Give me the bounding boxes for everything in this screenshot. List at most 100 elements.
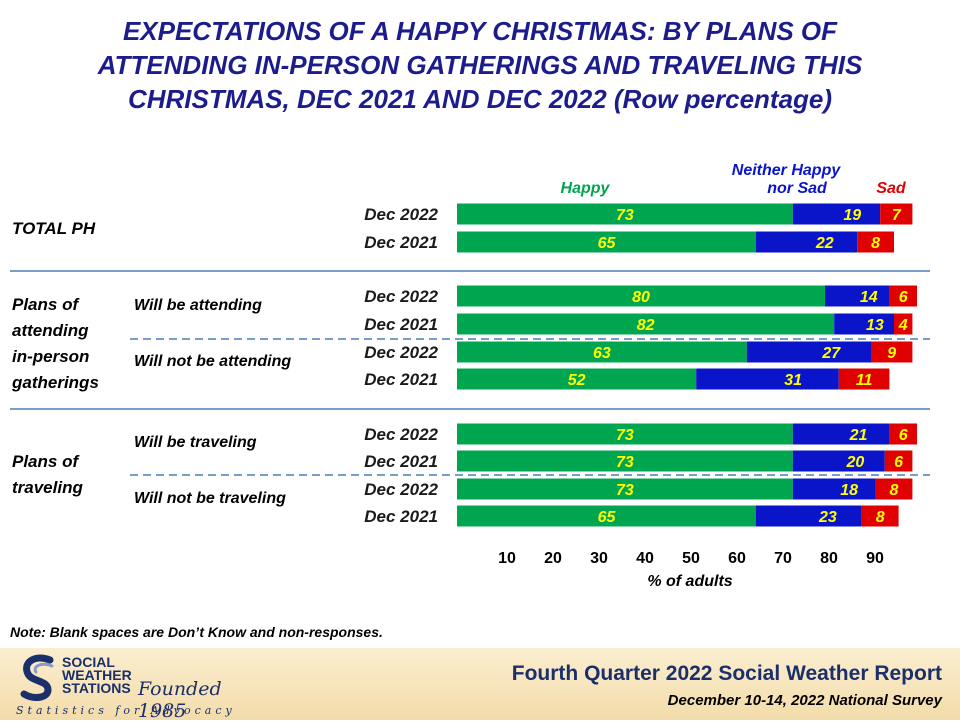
bar-segment-sad (838, 368, 890, 390)
x-axis-label: % of adults (647, 573, 732, 590)
bar-value-label: 27 (821, 345, 841, 362)
bar-value-label: 65 (598, 235, 617, 252)
row-label: Dec 2021 (364, 507, 438, 526)
x-tick-label: 20 (544, 550, 562, 567)
row-label: Dec 2022 (364, 480, 438, 499)
bar-segment-neither (746, 341, 871, 363)
x-tick-label: 60 (728, 550, 746, 567)
bar-segment-neither (825, 285, 890, 307)
bar-value-label: 13 (866, 317, 884, 334)
bar-value-label: 9 (887, 345, 896, 362)
group-label: attending (12, 321, 89, 340)
bar-segment-sad (884, 450, 913, 472)
row-label: Dec 2021 (364, 233, 438, 252)
row-label: Dec 2022 (364, 343, 438, 362)
bar-value-label: 19 (843, 207, 861, 224)
subgroup-label: Will be attending (134, 297, 262, 314)
bar-value-label: 18 (840, 482, 858, 499)
bar-segment-neither (834, 313, 894, 335)
bar-value-label: 20 (845, 454, 864, 471)
bar-value-label: 23 (818, 509, 837, 526)
bar-segment-sad (889, 285, 917, 307)
x-tick-label: 40 (636, 550, 654, 567)
legend-happy: Happy (561, 180, 611, 197)
bar-value-label: 73 (616, 454, 634, 471)
bar-value-label: 65 (598, 509, 617, 526)
x-tick-label: 30 (590, 550, 608, 567)
bar-value-label: 63 (593, 345, 611, 362)
bar-segment-neither (792, 478, 876, 500)
footer-band: SOCIAL WEATHER STATIONS Founded 1985 Sta… (0, 648, 960, 722)
x-tick-label: 80 (820, 550, 838, 567)
bar-segment-sad (871, 341, 913, 363)
bar-segment-neither (792, 450, 885, 472)
bar-segment-happy (457, 423, 793, 445)
subgroup-label: Will not be attending (134, 353, 291, 370)
x-tick-label: 90 (866, 550, 884, 567)
bar-value-label: 14 (860, 289, 878, 306)
sws-logo: SOCIAL WEATHER STATIONS Founded 1985 Sta… (14, 654, 274, 722)
bar-value-label: 6 (899, 427, 908, 444)
bar-value-label: 73 (616, 427, 634, 444)
bar-segment-sad (880, 203, 913, 225)
x-tick-label: 50 (682, 550, 700, 567)
bar-segment-sad (875, 478, 913, 500)
bar-value-label: 6 (899, 289, 908, 306)
chart-title-line-1: EXPECTATIONS OF A HAPPY CHRISTMAS: BY PL… (122, 16, 838, 46)
bar-segment-neither (792, 203, 881, 225)
bar-segment-neither (792, 423, 890, 445)
sws-logo-line-3: STATIONS (62, 680, 131, 696)
x-tick-label: 10 (498, 550, 516, 567)
report-title: Fourth Quarter 2022 Social Weather Repor… (511, 662, 942, 685)
bar-value-label: 8 (871, 235, 880, 252)
row-label: Dec 2022 (364, 425, 438, 444)
chart-title-line-2: ATTENDING IN-PERSON GATHERINGS AND TRAVE… (97, 50, 863, 80)
bar-segment-neither (696, 368, 839, 390)
group-label: TOTAL PH (12, 219, 96, 238)
subgroup-label: Will be traveling (134, 434, 257, 451)
bar-segment-happy (457, 341, 747, 363)
bar-value-label: 31 (784, 372, 802, 389)
chart-title: EXPECTATIONS OF A HAPPY CHRISTMAS: BY PL… (30, 14, 930, 116)
bar-segment-sad (894, 313, 913, 335)
sws-logo-founded: Founded 1985 (138, 678, 222, 722)
bar-segment-happy (457, 313, 835, 335)
bar-value-label: 6 (894, 454, 903, 471)
row-label: Dec 2021 (364, 452, 438, 471)
sws-logo-line-1: SOCIAL (62, 654, 115, 670)
bar-value-label: 8 (890, 482, 899, 499)
chart-title-line-3: CHRISTMAS, DEC 2021 AND DEC 2022 (Row pe… (127, 84, 833, 114)
bar-segment-sad (889, 423, 917, 445)
group-label: in-person (12, 347, 89, 366)
bar-value-label: 4 (898, 317, 908, 334)
report-subtitle: December 10-14, 2022 National Survey (667, 692, 942, 709)
group-label: Plans of (12, 452, 80, 471)
bar-segment-happy (457, 450, 793, 472)
bar-value-label: 21 (849, 427, 868, 444)
bar-value-label: 52 (568, 372, 586, 389)
x-tick-label: 70 (774, 550, 792, 567)
sws-logo-icon (20, 654, 54, 701)
row-label: Dec 2022 (364, 287, 438, 306)
bar-segment-happy (457, 505, 756, 527)
bar-segment-happy (457, 285, 825, 307)
sws-logo-line-2: WEATHER (62, 667, 132, 683)
bar-segment-sad (857, 231, 894, 253)
bar-value-label: 22 (815, 235, 834, 252)
sws-logo-wordmark: SOCIAL WEATHER STATIONS (62, 654, 132, 696)
group-label: traveling (12, 478, 83, 497)
subgroup-label: Will not be traveling (134, 490, 286, 507)
bar-segment-sad (861, 505, 899, 527)
bar-value-label: 8 (876, 509, 885, 526)
legend-neither-line-1: Neither Happy (732, 162, 842, 179)
bar-segment-happy (457, 203, 793, 225)
bar-value-label: 7 (892, 207, 902, 224)
group-label: gatherings (11, 373, 99, 392)
bar-value-label: 73 (616, 207, 634, 224)
bar-segment-neither (756, 505, 862, 527)
bar-segment-neither (756, 231, 858, 253)
legend-neither-line-2: nor Sad (767, 180, 828, 197)
group-label: Plans of (12, 295, 80, 314)
bar-value-label: 80 (632, 289, 650, 306)
